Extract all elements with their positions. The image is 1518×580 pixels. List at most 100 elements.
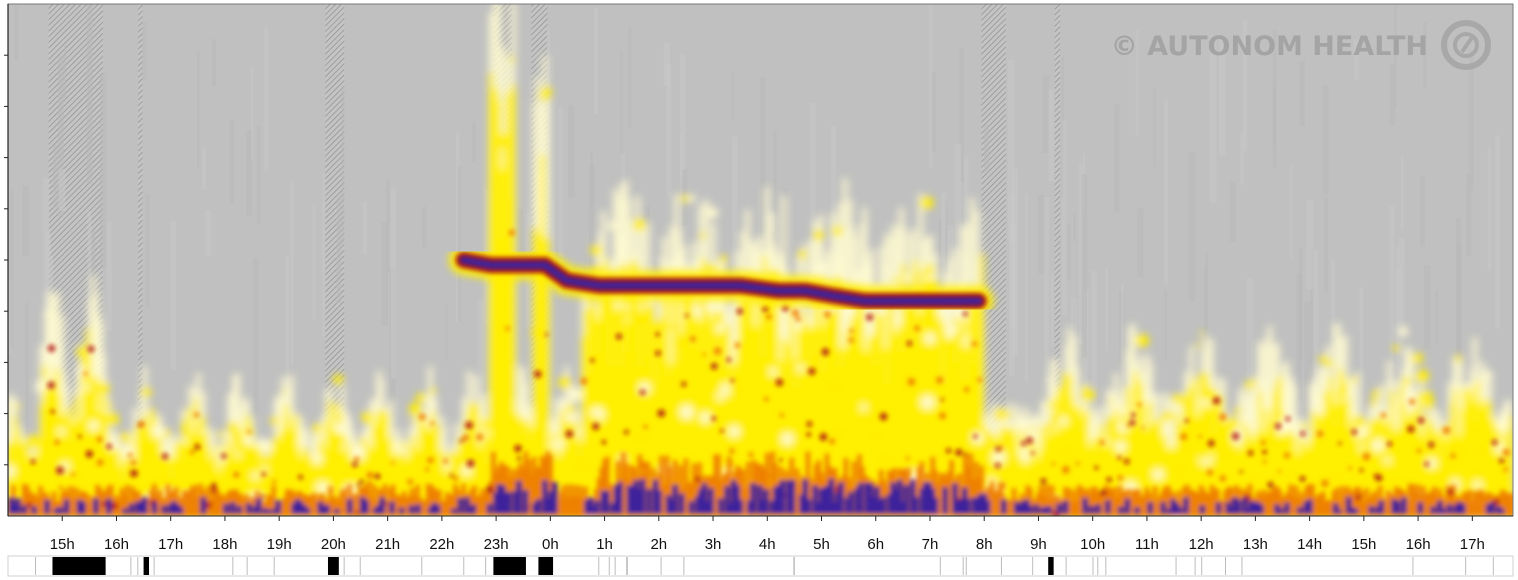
heat-cell-max (1440, 508, 1447, 514)
heat-speckle (461, 465, 472, 476)
heat-cell-high (824, 453, 830, 516)
texture-streak (1435, 290, 1439, 343)
texture-streak (1272, 29, 1277, 168)
heat-speckle (680, 405, 694, 419)
intensity-field (8, 4, 1513, 516)
heat-cell-max (122, 508, 129, 514)
heat-cell-high (621, 452, 627, 516)
heat-cell-high (770, 451, 776, 516)
heat-spot (763, 396, 769, 402)
texture-streak (830, 125, 836, 231)
heat-speckle (570, 388, 583, 401)
heat-cell-high (900, 468, 906, 516)
heat-cell-max (1378, 500, 1385, 514)
heat-spot (242, 498, 248, 504)
heat-spot (1117, 474, 1124, 481)
texture-streak (628, 27, 632, 127)
heat-spot (374, 473, 381, 480)
texture-streak (457, 166, 461, 323)
heat-cell-high (1505, 493, 1511, 516)
heat-speckle (417, 436, 429, 449)
heat-speckle (590, 244, 603, 257)
heat-cell-max (362, 500, 369, 514)
heat-cell-high (997, 486, 1003, 516)
texture-streak (455, 132, 460, 323)
heat-spot (526, 468, 532, 474)
heat-speckle (887, 354, 893, 360)
texture-streak (445, 302, 448, 359)
heat-speckle (509, 56, 516, 63)
heat-cell-high (1426, 493, 1432, 516)
heat-cell-max (818, 488, 825, 514)
heat-spot (685, 313, 689, 318)
heat-speckle (576, 458, 591, 473)
heat-spot (762, 306, 769, 313)
heat-cell-max (1488, 502, 1495, 514)
heat-speckle (920, 395, 935, 409)
heat-spot (1348, 466, 1352, 470)
heat-speckle (530, 327, 542, 338)
heat-cell-high (623, 463, 629, 516)
heat-speckle (1046, 474, 1053, 481)
heat-speckle (656, 380, 661, 385)
texture-streak (1042, 75, 1050, 154)
heat-cell-max (1306, 499, 1313, 514)
heat-speckle (1179, 442, 1190, 454)
heat-cell-max (593, 500, 600, 514)
heat-cell-max (1495, 506, 1502, 514)
heat-cell-high (333, 496, 339, 516)
heat-speckle (1258, 450, 1263, 455)
heat-cell-high (572, 484, 578, 516)
heat-cell-high (705, 477, 711, 516)
heat-cell-max (717, 498, 724, 514)
heat-spot (424, 467, 430, 472)
texture-streak (1390, 63, 1396, 126)
texture-streak (1073, 241, 1076, 300)
heat-speckle (1152, 469, 1164, 480)
heat-cell-max (694, 496, 701, 514)
texture-streak (197, 50, 200, 167)
heat-cell-max (398, 507, 405, 514)
heat-speckle (1195, 342, 1201, 349)
heat-speckle (994, 407, 1008, 422)
heat-cell-high (1355, 486, 1361, 516)
heat-spot (1428, 441, 1435, 448)
heat-speckle (1054, 426, 1059, 431)
heat-cell-high (1141, 494, 1147, 516)
heat-speckle (1371, 390, 1381, 400)
texture-streak (1073, 213, 1076, 363)
heat-speckle (251, 472, 259, 480)
heat-spot (1227, 486, 1235, 494)
heat-cell-high (339, 491, 345, 516)
heat-cell-max (919, 488, 926, 514)
heat-cell-high (691, 463, 697, 516)
heat-cell-max (8, 497, 15, 514)
heat-cell-high (1117, 485, 1123, 516)
heat-cell-max (639, 479, 646, 514)
heat-cell-high (1073, 501, 1079, 516)
heat-cell-max (170, 501, 177, 514)
texture-streak (1062, 120, 1068, 315)
heat-cell-high (238, 494, 244, 516)
heat-cell-high (1290, 496, 1296, 516)
heat-cell-max (759, 499, 766, 514)
heat-spot (655, 350, 661, 356)
heat-cell-max (893, 489, 900, 514)
heat-cell-max (896, 479, 903, 514)
heat-cell-high (442, 500, 448, 516)
heat-cell-high (355, 495, 361, 516)
heat-cell-high (1280, 497, 1286, 516)
heat-cell-high (1315, 495, 1321, 516)
heat-cell-max (450, 508, 457, 514)
x-tick-label: 11h (1135, 536, 1159, 553)
heat-cell-max (128, 503, 135, 514)
heat-speckle (962, 338, 969, 346)
heat-cell-max (541, 480, 548, 514)
heat-cell-high (1049, 485, 1055, 516)
heat-cell-high (393, 494, 399, 516)
heat-cell-high (1336, 501, 1342, 516)
heat-spot (298, 474, 303, 480)
heat-cell-high (745, 461, 751, 516)
texture-streak (773, 130, 777, 316)
x-tick-label: 2h (650, 536, 667, 553)
